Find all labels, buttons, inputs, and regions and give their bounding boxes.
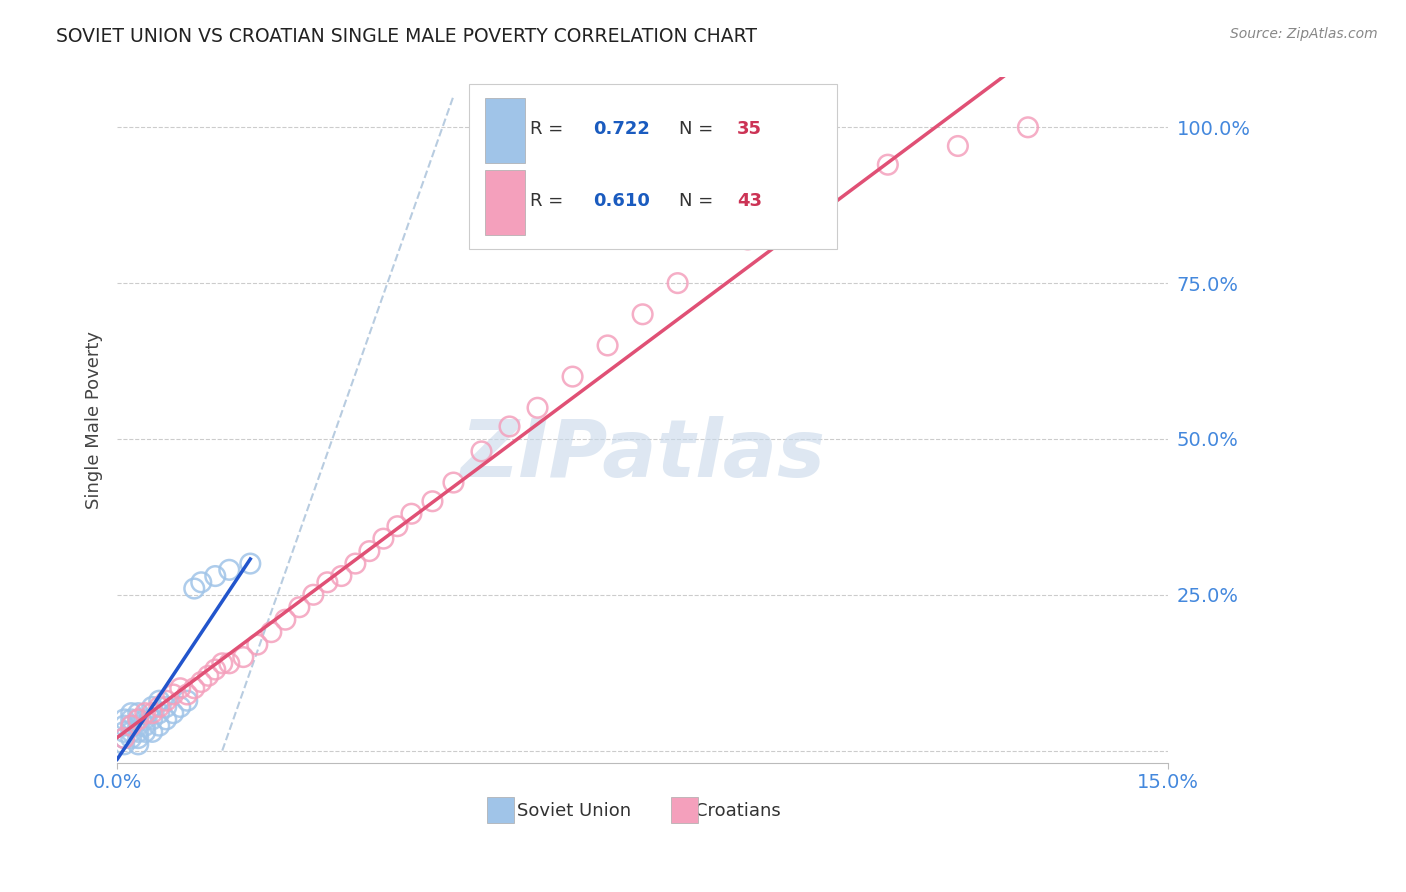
Point [162,706,184,721]
Text: 43: 43 [737,192,762,210]
Text: Soviet Union: Soviet Union [516,802,631,820]
Point [422,494,444,508]
FancyBboxPatch shape [485,170,524,235]
Point [134,713,156,727]
Point [112,731,135,745]
Point [148,706,170,721]
Point [112,713,135,727]
Point [134,724,156,739]
Point [807,195,830,210]
Point [120,706,142,721]
Point [211,657,233,671]
Point [127,713,149,727]
Text: SOVIET UNION VS CROATIAN SINGLE MALE POVERTY CORRELATION CHART: SOVIET UNION VS CROATIAN SINGLE MALE POV… [56,27,758,45]
Point [876,158,898,172]
Point [148,700,170,714]
Text: R =: R = [530,120,569,138]
Point [169,700,191,714]
Point [373,532,395,546]
Text: 35: 35 [737,120,762,138]
Point [141,706,163,721]
Point [443,475,465,490]
Point [204,663,226,677]
Point [666,276,689,290]
Point [155,713,177,727]
Point [737,232,759,246]
Point [218,657,240,671]
Point [526,401,548,415]
Point [120,718,142,732]
Text: Source: ZipAtlas.com: Source: ZipAtlas.com [1230,27,1378,41]
Point [120,724,142,739]
Point [127,731,149,745]
Point [401,507,423,521]
Point [470,444,492,458]
Point [330,569,353,583]
Point [134,706,156,721]
Point [190,575,212,590]
Point [176,688,198,702]
Point [498,419,520,434]
Point [127,713,149,727]
FancyBboxPatch shape [485,98,524,163]
Y-axis label: Single Male Poverty: Single Male Poverty [86,331,103,509]
Text: N =: N = [679,192,720,210]
Point [141,724,163,739]
Point [134,718,156,732]
Point [127,706,149,721]
Point [120,731,142,745]
Point [155,700,177,714]
Point [387,519,409,533]
FancyBboxPatch shape [470,85,837,249]
Point [127,718,149,732]
FancyBboxPatch shape [671,797,699,823]
Point [112,724,135,739]
Point [274,613,297,627]
Point [141,713,163,727]
Point [162,688,184,702]
Point [112,731,135,745]
Point [232,650,254,665]
Text: R =: R = [530,192,569,210]
Point [596,338,619,352]
Point [183,582,205,596]
Point [148,718,170,732]
Point [127,724,149,739]
Point [197,669,219,683]
Point [359,544,381,558]
Point [288,600,311,615]
Point [631,307,654,321]
Point [204,569,226,583]
Point [302,588,325,602]
Point [190,675,212,690]
Text: Croatians: Croatians [695,802,780,820]
Point [141,700,163,714]
Point [183,681,205,696]
Point [176,694,198,708]
Point [112,718,135,732]
Point [148,694,170,708]
Point [1017,120,1039,135]
Text: 0.722: 0.722 [593,120,650,138]
Point [127,737,149,751]
Point [260,625,283,640]
Text: 0.610: 0.610 [593,192,650,210]
Text: N =: N = [679,120,720,138]
Point [246,638,269,652]
Point [169,681,191,696]
Point [561,369,583,384]
Point [112,737,135,751]
Point [239,557,262,571]
Point [218,563,240,577]
Point [946,139,969,153]
Text: ZIPatlas: ZIPatlas [460,416,825,493]
Point [120,718,142,732]
Point [120,713,142,727]
FancyBboxPatch shape [486,797,515,823]
Point [316,575,339,590]
Point [155,694,177,708]
Point [344,557,367,571]
